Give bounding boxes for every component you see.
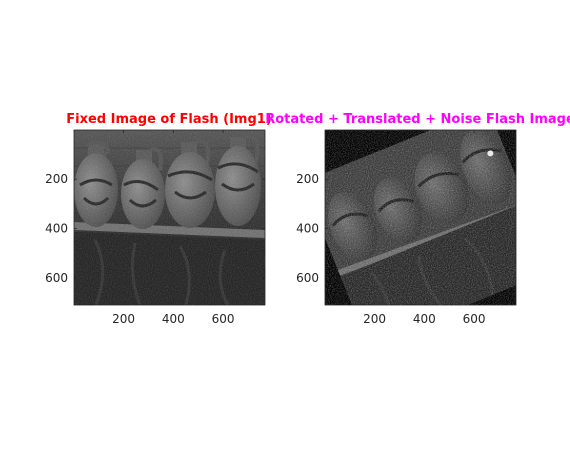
fixed-image-axes-box bbox=[73, 129, 266, 306]
transformed-image-y-tick-label: 400 bbox=[296, 221, 319, 235]
fixed-image-y-tick-label: 600 bbox=[45, 271, 68, 285]
transformed-image-title: Rotated + Translated + Noise Flash Image bbox=[265, 112, 570, 127]
transformed-image-y-tick-label: 200 bbox=[296, 172, 319, 186]
transformed-image-y-tick-label: 600 bbox=[296, 271, 319, 285]
fixed-image bbox=[74, 130, 265, 305]
transformed-image-axes-box bbox=[324, 129, 517, 306]
fixed-image-y-tick-label: 200 bbox=[45, 172, 68, 186]
transformed-image-x-tick-label: 400 bbox=[413, 312, 436, 326]
fixed-image-title: Fixed Image of Flash (Img1) bbox=[66, 112, 272, 127]
transformed-image-x-tick-label: 200 bbox=[363, 312, 386, 326]
transformed-image-axes: Rotated + Translated + Noise Flash Image bbox=[265, 112, 570, 326]
transformed-image bbox=[325, 130, 516, 305]
fixed-image-x-tick-label: 400 bbox=[162, 312, 185, 326]
transformed-image-x-tick-label: 600 bbox=[463, 312, 486, 326]
fixed-image-y-tick-label: 400 bbox=[45, 221, 68, 235]
fixed-image-x-tick-label: 600 bbox=[212, 312, 235, 326]
fixed-image-axes: Fixed Image of Flash (Img1) bbox=[45, 112, 272, 326]
fixed-image-x-tick-label: 200 bbox=[112, 312, 135, 326]
